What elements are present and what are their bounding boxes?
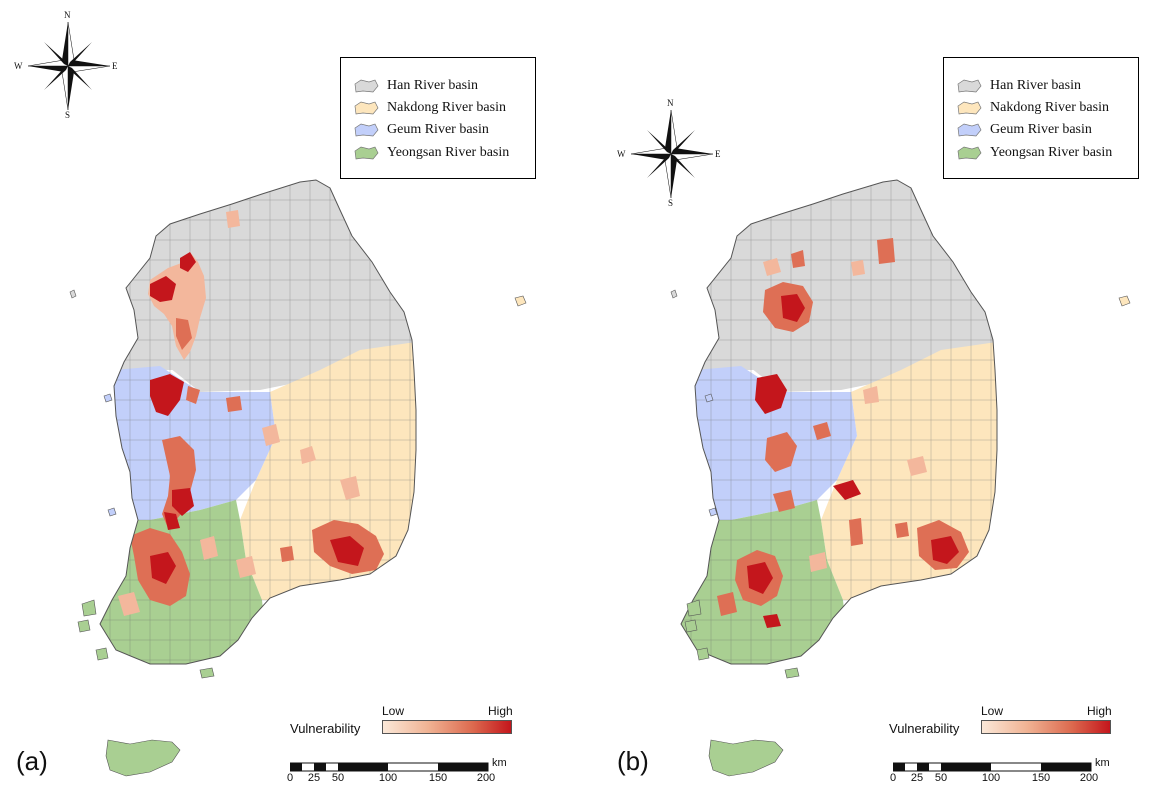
legend-label: Nakdong River basin bbox=[990, 100, 1109, 115]
peninsula-outline-b bbox=[680, 179, 998, 665]
vulnerability-title: Vulnerability bbox=[290, 721, 361, 736]
legend-item-nakdong: Nakdong River basin bbox=[353, 98, 506, 118]
scale-tick-150: 150 bbox=[428, 772, 448, 784]
compass-south-label: S bbox=[65, 110, 71, 120]
vulnerability-high-label: High bbox=[488, 704, 513, 718]
panel-label-b: (b) bbox=[617, 746, 649, 776]
map-canvas-a bbox=[69, 179, 527, 777]
compass-rose-icon bbox=[27, 21, 111, 111]
compass-rose-icon bbox=[630, 109, 714, 199]
nakdong-basin-region bbox=[240, 340, 416, 600]
legend-label: Nakdong River basin bbox=[387, 100, 506, 115]
compass-north-label: N bbox=[64, 10, 71, 20]
scale-tick-0: 0 bbox=[286, 772, 294, 784]
map-panel-a: N S W E Han River basin Nakdong River ba… bbox=[14, 10, 536, 792]
nakdong-swatch-icon bbox=[957, 101, 982, 115]
scale-tick-100: 100 bbox=[981, 772, 1001, 784]
vulnerability-gradient-bar bbox=[981, 720, 1111, 734]
islands-a bbox=[69, 289, 527, 777]
legend-label: Yeongsan River basin bbox=[990, 145, 1113, 160]
legend-item-yeongsan: Yeongsan River basin bbox=[353, 143, 509, 163]
panel-label-a: (a) bbox=[16, 746, 48, 776]
scale-bar-graphic bbox=[893, 762, 1092, 772]
compass-south-label: S bbox=[668, 198, 674, 208]
vulnerability-gradient-bar bbox=[382, 720, 512, 734]
compass-west-label: W bbox=[617, 149, 626, 159]
map-panel-b: N S W E Han River basin Nakdong River ba… bbox=[577, 0, 1154, 797]
scale-bar-b: 0 25 50 100 150 200 km bbox=[889, 757, 1113, 792]
compass-north-label: N bbox=[667, 98, 674, 108]
legend-item-yeongsan: Yeongsan River basin bbox=[956, 143, 1112, 163]
nakdong-swatch-icon bbox=[354, 101, 379, 115]
scale-bar-graphic bbox=[290, 762, 489, 772]
basin-legend-b: Han River basin Nakdong River basin Geum… bbox=[943, 57, 1139, 179]
vulnerability-low-label: Low bbox=[981, 704, 1004, 718]
scale-bar-a: 0 25 50 100 150 200 km bbox=[286, 757, 510, 792]
scale-tick-100: 100 bbox=[378, 772, 398, 784]
legend-label: Han River basin bbox=[990, 78, 1081, 93]
compass-rose-b: N S W E bbox=[617, 98, 721, 208]
vulnerability-title: Vulnerability bbox=[889, 721, 960, 736]
compass-rose-a: N S W E bbox=[14, 10, 118, 120]
scale-unit-label: km bbox=[1095, 757, 1110, 769]
scale-unit-label: km bbox=[492, 757, 507, 769]
compass-west-label: W bbox=[14, 61, 23, 71]
islands-b bbox=[670, 289, 1131, 777]
scale-tick-200: 200 bbox=[1079, 772, 1099, 784]
han-swatch-icon bbox=[354, 79, 379, 93]
compass-east-label: E bbox=[112, 61, 118, 71]
basin-legend-a: Han River basin Nakdong River basin Geum… bbox=[340, 57, 536, 179]
scale-tick-25: 25 bbox=[910, 772, 924, 784]
geum-swatch-icon bbox=[957, 123, 982, 137]
legend-label: Han River basin bbox=[387, 78, 478, 93]
legend-label: Geum River basin bbox=[387, 122, 489, 137]
compass-east-label: E bbox=[715, 149, 721, 159]
han-swatch-icon bbox=[957, 79, 982, 93]
scale-tick-150: 150 bbox=[1031, 772, 1051, 784]
scale-tick-25: 25 bbox=[307, 772, 321, 784]
scale-tick-50: 50 bbox=[934, 772, 948, 784]
vulnerability-hotspots-b bbox=[717, 238, 969, 628]
scale-tick-50: 50 bbox=[331, 772, 345, 784]
scale-tick-0: 0 bbox=[889, 772, 897, 784]
legend-label: Yeongsan River basin bbox=[387, 145, 510, 160]
yeongsan-swatch-icon bbox=[957, 146, 982, 160]
geum-swatch-icon bbox=[354, 123, 379, 137]
legend-item-geum: Geum River basin bbox=[956, 120, 1092, 140]
basin-regions-b bbox=[681, 180, 997, 664]
legend-item-geum: Geum River basin bbox=[353, 120, 489, 140]
legend-item-han: Han River basin bbox=[353, 76, 478, 96]
basin-regions-a bbox=[100, 180, 416, 664]
yeongsan-swatch-icon bbox=[354, 146, 379, 160]
vulnerability-legend-b: Vulnerability Low High bbox=[889, 700, 1119, 740]
geum-basin-region bbox=[681, 366, 857, 520]
vulnerability-high-label: High bbox=[1087, 704, 1112, 718]
vulnerability-low-label: Low bbox=[382, 704, 405, 718]
vulnerability-legend-a: Vulnerability Low High bbox=[290, 700, 520, 740]
legend-label: Geum River basin bbox=[990, 122, 1092, 137]
map-canvas-b bbox=[670, 179, 1131, 777]
legend-item-han: Han River basin bbox=[956, 76, 1081, 96]
vulnerability-hotspots-a bbox=[118, 210, 384, 616]
peninsula-outline-a bbox=[99, 179, 417, 665]
scale-tick-200: 200 bbox=[476, 772, 496, 784]
legend-item-nakdong: Nakdong River basin bbox=[956, 98, 1109, 118]
